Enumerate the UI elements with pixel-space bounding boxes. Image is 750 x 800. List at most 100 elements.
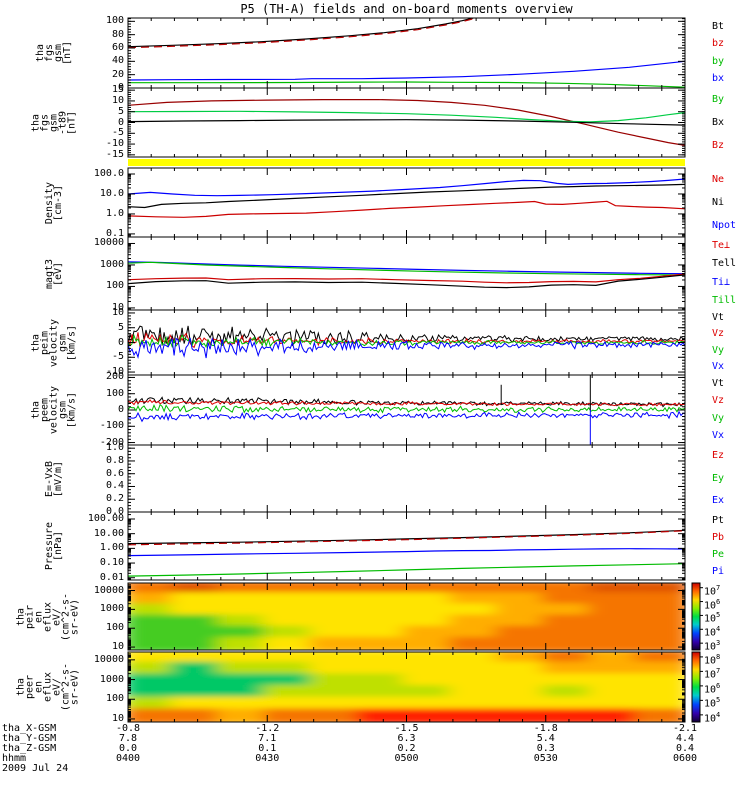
trace-label-bz: bz (712, 38, 725, 50)
panel-peem_velocity (127, 374, 686, 446)
x-value-label: -0.8 (115, 723, 141, 734)
trace-label-bx: bx (712, 73, 725, 85)
y-tick-label: 0.6 (105, 467, 124, 479)
panel-ylabel-peer_spec: tha peer en eflux eV/ (cm^2-s- sr-eV) (15, 662, 81, 712)
trace-label-Ez: Ez (712, 450, 725, 462)
panel-density (127, 167, 686, 238)
y-tick-label: 0 (117, 116, 124, 128)
y-tick-label: -10 (105, 366, 124, 378)
trace-label-Till: Till (712, 294, 737, 306)
trace-label-Pb: Pb (712, 531, 725, 543)
x-value-label: -1.5 (394, 723, 419, 734)
y-tick-label: 10 (111, 301, 124, 313)
y-tick-label: 10 (111, 712, 124, 724)
panel-ylabel-peem_velocity: tha peem velocity gsm [km/s] (30, 385, 78, 435)
trace-label-Ey: Ey (712, 472, 725, 484)
y-tick-label: 1.0 (105, 207, 124, 219)
trace-label-Ne: Ne (712, 173, 725, 185)
x-value-label: 4.4 (675, 733, 695, 744)
trace-label-Ti: Ti⊥ (712, 276, 731, 288)
colorbar-tick-label: 106 (704, 681, 721, 696)
y-tick-label: -5 (111, 127, 124, 139)
y-tick-label: 0 (117, 336, 124, 348)
y-tick-label: 0.2 (105, 493, 124, 505)
y-tick-label: 100.0 (93, 168, 124, 179)
trace-label-Vx: Vx (712, 430, 725, 442)
y-tick-label: -5 (111, 351, 124, 363)
y-tick-label: 20 (111, 68, 124, 80)
trace-label-Tell: Tell (712, 258, 737, 270)
panel-ylabel-fgs_gsm_t89: tha fgs gsm -t89 [nT] (30, 110, 78, 135)
x-value-label: 0.0 (118, 743, 138, 754)
trace-label-Bt: Bt (712, 20, 725, 32)
trace-label-Pt: Pt (712, 514, 725, 526)
x-value-label: 0400 (115, 753, 141, 764)
y-tick-label: 0 (117, 404, 124, 415)
colorbar-tick-label: 105 (704, 611, 721, 625)
x-axis-row-label: hhmm (2, 753, 27, 764)
plot-title: P5 (TH-A) fields and on-board moments ov… (240, 2, 573, 16)
trace-label-Ni: Ni (712, 196, 725, 208)
panel-magt3 (127, 236, 686, 311)
trace-label-Vy: Vy (712, 412, 725, 424)
x-value-label: 0.1 (258, 743, 277, 754)
y-tick-label: 100 (105, 622, 124, 634)
trace-label-Vt: Vt (712, 312, 725, 324)
panel-peir_spec (127, 582, 703, 651)
y-tick-label: 10 (111, 306, 124, 318)
trace-label-Vy: Vy (712, 344, 725, 356)
trace-label-By: By (712, 93, 725, 105)
trace-label-Vz: Vz (712, 328, 725, 340)
panel-ylabel-density: Density [cm-3] (44, 181, 64, 224)
colorbar-tick-label: 106 (704, 597, 721, 611)
y-tick-label: 0.10 (99, 557, 124, 569)
x-value-label: 6.3 (397, 733, 416, 744)
panel-peer_spec (127, 651, 703, 723)
y-tick-label: 100 (105, 280, 124, 292)
y-tick-label: 0.01 (99, 571, 124, 583)
y-tick-label: 10 (111, 641, 124, 653)
x-value-label: 5.4 (536, 733, 555, 744)
x-value-label: -1.2 (255, 723, 280, 734)
trace-label-Te: Te⊥ (712, 240, 731, 252)
x-value-label: 0600 (672, 753, 698, 764)
y-tick-label: -200 (99, 436, 124, 448)
panel-pressure (127, 511, 686, 581)
x-value-label: 0.4 (675, 743, 695, 754)
y-tick-label: 10.0 (99, 187, 124, 199)
y-tick-label: 100 (105, 15, 124, 27)
panel-ylabel-peim_velocity: tha peim velocity gsm [km/s] (30, 318, 78, 367)
y-tick-label: 0.1 (105, 227, 124, 239)
y-tick-label: 40 (111, 55, 124, 67)
highlight-bar (128, 159, 685, 166)
y-tick-label: 100.00 (87, 513, 124, 524)
x-axis-row-label: tha_Z-GSM (2, 743, 57, 754)
trace-label-Bz: Bz (712, 139, 725, 151)
y-tick-label: 1000 (99, 603, 124, 615)
x-value-label: 0.3 (536, 743, 555, 754)
y-tick-label: 100 (105, 387, 124, 399)
y-tick-label: 80 (111, 28, 124, 40)
y-tick-label: 15 (111, 84, 124, 96)
y-tick-label: -15 (105, 148, 124, 160)
y-tick-label: 0.0 (105, 506, 124, 517)
y-tick-label: 60 (111, 42, 124, 53)
date-label: 2009 Jul 24 (2, 763, 69, 774)
colorbar-tick-label: 104 (704, 710, 721, 725)
colorbar-tick-label: 103 (704, 639, 721, 653)
y-tick-label: 10 (111, 94, 124, 106)
colorbar-tick-label: 107 (704, 583, 721, 598)
x-axis-row-label: tha_Y-GSM (2, 733, 57, 744)
panel-ylabel-e_vxb: E=-VxB [mV/m] (44, 460, 64, 497)
x-value-label: 0500 (394, 753, 419, 764)
colorbar-tick-label: 105 (704, 696, 721, 710)
y-tick-label: 0 (117, 82, 124, 93)
x-value-label: -2.1 (672, 723, 698, 734)
y-tick-label: 1.0 (105, 442, 124, 454)
panel-ylabel-peir_spec: tha peir en eflux eV/ (cm^2-s- sr-eV) (15, 592, 81, 641)
y-tick-label: -100 (99, 420, 124, 432)
x-value-label: 0.2 (397, 743, 416, 754)
y-tick-label: 5 (117, 105, 124, 117)
